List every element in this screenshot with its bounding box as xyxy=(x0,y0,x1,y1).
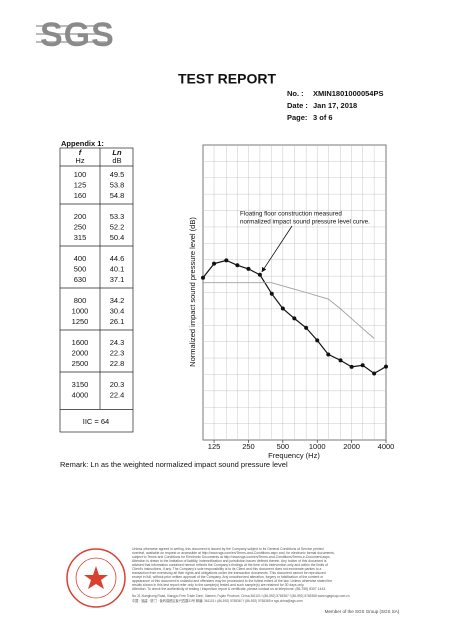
table-level: 49.5 xyxy=(110,170,125,179)
disclaimer-line: subject to Terms and Conditions for Elec… xyxy=(132,555,331,559)
no-label: No. : xyxy=(287,89,304,98)
page-number: 3 of 6 xyxy=(313,113,333,122)
data-point xyxy=(212,261,217,266)
x-tick-label: 125 xyxy=(208,442,221,451)
x-tick-label: 500 xyxy=(277,442,290,451)
annotation-line: Floating floor construction measured xyxy=(240,211,342,218)
table-level: 22.4 xyxy=(110,390,125,399)
data-point xyxy=(235,263,240,268)
table-frequency: 4000 xyxy=(72,390,89,399)
y-axis-title: Normalized impact sound pressure level (… xyxy=(188,217,197,367)
report-title: TEST REPORT xyxy=(178,71,276,87)
table-frequency: 3150 xyxy=(72,380,89,389)
table-border xyxy=(59,147,134,433)
data-point xyxy=(224,258,229,263)
annotation-arrow xyxy=(261,225,293,273)
x-tick-label: 250 xyxy=(242,442,255,451)
table-level: 54.8 xyxy=(110,191,125,200)
table-frequency: 160 xyxy=(74,191,87,200)
table-level: 22.3 xyxy=(110,348,125,357)
table-level: 30.4 xyxy=(110,306,125,315)
table-level: 50.4 xyxy=(110,233,125,242)
report-date: Jan 17, 2018 xyxy=(313,101,357,110)
table-level: 22.8 xyxy=(110,359,125,368)
table-level: 53.8 xyxy=(110,180,125,189)
member-line: Member of the SGS Group (SGS SA) xyxy=(325,609,400,614)
data-point xyxy=(201,275,205,280)
disclaimer-line: results shown in this test report refer … xyxy=(132,583,304,587)
col-unit-f: Hz xyxy=(75,156,84,165)
x-tick-label: 4000 xyxy=(378,442,395,451)
table-level: 24.3 xyxy=(110,338,125,347)
table-level: 44.6 xyxy=(110,254,125,263)
report-number: XMIN1801000054PS xyxy=(313,89,383,98)
data-point xyxy=(349,364,354,369)
chart: Frequency (Hz) Normalized impact sound p… xyxy=(188,144,395,460)
table-frequency: 400 xyxy=(74,254,87,263)
date-label: Date : xyxy=(287,101,308,110)
remark: Remark: Ln as the weighted normalized im… xyxy=(60,460,288,469)
data-point xyxy=(360,363,365,368)
table-frequency: 2500 xyxy=(72,359,89,368)
address-line: No.31 Xianghong Road, Xiangyu Free Trade… xyxy=(132,594,350,598)
table-frequency: 1000 xyxy=(72,306,89,315)
logo-text: SGS xyxy=(40,16,115,54)
data-point xyxy=(326,352,331,357)
data-point xyxy=(280,306,285,311)
data-point xyxy=(384,364,388,369)
table-level: 52.2 xyxy=(110,222,125,231)
data-point xyxy=(292,316,297,321)
disclaimer-line: Client's instructions, if any. The Compa… xyxy=(132,567,322,571)
data-point xyxy=(257,272,262,277)
table-frequency: 250 xyxy=(74,222,87,231)
x-axis-title: Frequency (Hz) xyxy=(268,451,320,460)
table-title: Appendix 1: xyxy=(61,139,104,148)
disclaimer-line: advised that information contained hereo… xyxy=(132,563,328,567)
table-level: 34.2 xyxy=(110,296,125,305)
x-tick-label: 2000 xyxy=(343,442,360,451)
page-label: Page: xyxy=(287,113,307,122)
table-frequency: 315 xyxy=(74,233,87,242)
series-line xyxy=(203,282,375,339)
col-header-ln: Ln xyxy=(112,148,122,157)
table-level: 26.1 xyxy=(110,317,125,326)
table-frequency: 100 xyxy=(74,170,87,179)
stamp xyxy=(66,548,126,608)
table-frequency: 1600 xyxy=(72,338,89,347)
table-level: 37.1 xyxy=(110,275,125,284)
data-point xyxy=(269,291,274,296)
table-frequency: 2000 xyxy=(72,348,89,357)
address-line: 中国 · 福建 · 厦门 · 象屿保税区象兴四路31号 邮编: 361101 t… xyxy=(132,598,303,603)
disclaimer-line: overleaf, available on request or access… xyxy=(132,551,335,555)
table-frequency: 500 xyxy=(74,264,87,273)
table-frequency: 800 xyxy=(74,296,87,305)
col-unit-ln: dB xyxy=(112,156,121,165)
appendix-table: Appendix 1: f Ln Hz dB IIC = 64 100 49.5 1… xyxy=(59,139,134,433)
x-tick-label: 1000 xyxy=(309,442,326,451)
table-level: 40.1 xyxy=(110,264,125,273)
table-level: 53.3 xyxy=(110,212,125,221)
disclaimer-line: Attention: To check the authenticity of … xyxy=(132,587,326,591)
disclaimer-line: except in full, without prior written ap… xyxy=(132,575,324,579)
iic-rating: IIC = 64 xyxy=(83,417,109,426)
data-point xyxy=(246,266,251,271)
data-point xyxy=(372,371,377,376)
disclaimer-line: appearance of this document is unlawful … xyxy=(132,579,332,583)
table-level: 20.3 xyxy=(110,380,125,389)
disclaimer-line: Unless otherwise agreed in writing, this… xyxy=(132,547,324,551)
data-point xyxy=(315,338,320,343)
data-point xyxy=(338,358,343,363)
data-point xyxy=(304,325,309,330)
disclaimer-line: Attention is drawn to the limitation of … xyxy=(132,559,327,563)
logo: SGS xyxy=(36,16,115,54)
table-frequency: 630 xyxy=(74,275,87,284)
table-frequency: 125 xyxy=(74,180,87,189)
col-header-f: f xyxy=(79,148,83,157)
table-frequency: 200 xyxy=(74,212,87,221)
annotation-line: normalized impact sound pressure level c… xyxy=(240,219,370,226)
disclaimer-line: transaction from exercising all their ri… xyxy=(132,571,326,575)
table-frequency: 1250 xyxy=(72,317,89,326)
